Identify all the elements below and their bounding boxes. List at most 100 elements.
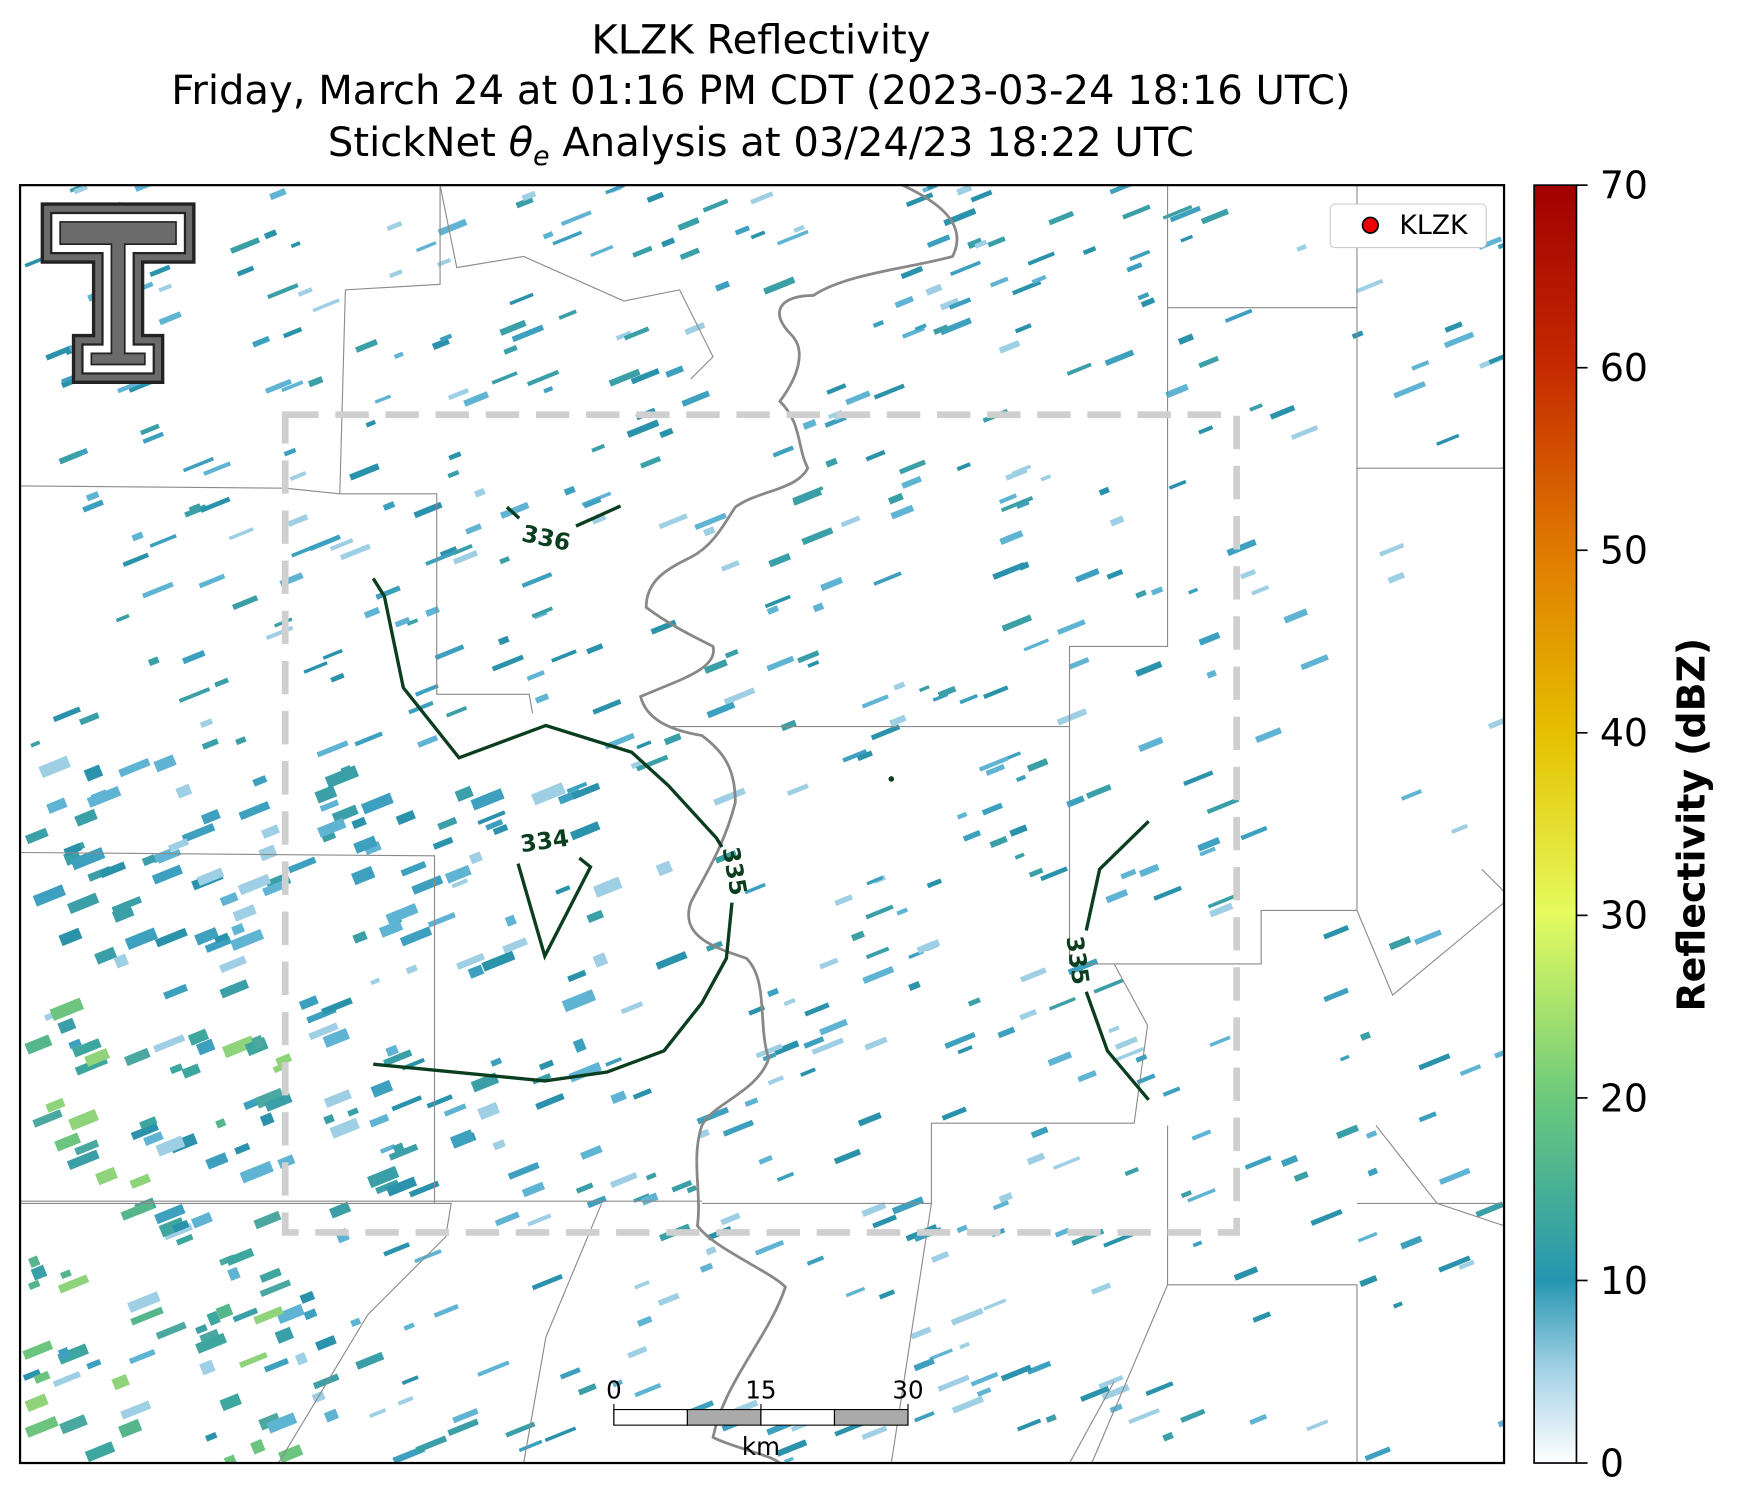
echo bbox=[452, 1408, 479, 1424]
title-part: Analysis at 03/24/23 18:22 UTC bbox=[550, 120, 1194, 166]
echo bbox=[1206, 669, 1217, 679]
echo bbox=[509, 292, 534, 306]
echo bbox=[784, 1456, 794, 1464]
echo bbox=[1392, 1301, 1403, 1309]
echo bbox=[329, 1201, 352, 1219]
echo bbox=[1014, 852, 1025, 860]
echo bbox=[54, 1132, 82, 1152]
echo bbox=[1085, 784, 1112, 799]
echo bbox=[577, 1383, 597, 1396]
echo bbox=[276, 1303, 305, 1325]
echo bbox=[797, 650, 820, 664]
echo bbox=[143, 1131, 164, 1146]
echo bbox=[219, 955, 247, 973]
legend: KLZK bbox=[1329, 203, 1487, 249]
echo bbox=[983, 1298, 1007, 1311]
echo bbox=[491, 654, 524, 672]
echo bbox=[391, 1095, 423, 1112]
echo bbox=[1028, 867, 1044, 878]
echo bbox=[970, 189, 993, 203]
echo bbox=[633, 1193, 650, 1203]
echo bbox=[375, 1179, 400, 1195]
echo bbox=[465, 523, 482, 535]
echo bbox=[22, 1340, 54, 1360]
echo bbox=[1140, 297, 1156, 308]
echo bbox=[1027, 251, 1056, 266]
echo bbox=[1438, 1167, 1471, 1185]
echo bbox=[750, 191, 774, 205]
echo bbox=[169, 1063, 184, 1075]
echo bbox=[204, 1431, 218, 1442]
echo bbox=[544, 1426, 577, 1443]
echo bbox=[552, 230, 583, 246]
echo bbox=[388, 269, 403, 279]
echo bbox=[269, 188, 287, 201]
echo bbox=[944, 1032, 976, 1049]
echo bbox=[477, 810, 506, 825]
echo bbox=[261, 824, 281, 839]
echo bbox=[128, 1348, 156, 1365]
echo bbox=[632, 1088, 652, 1100]
scale-bar: 0 15 30 km bbox=[606, 1375, 924, 1461]
echo bbox=[941, 1106, 967, 1121]
echo bbox=[84, 1441, 116, 1463]
echo bbox=[194, 927, 220, 946]
echo bbox=[861, 1202, 887, 1217]
echo bbox=[204, 936, 232, 953]
echo bbox=[1165, 383, 1189, 399]
echo bbox=[526, 670, 545, 682]
echo bbox=[763, 276, 796, 295]
echo bbox=[951, 1395, 984, 1414]
echo bbox=[1188, 587, 1199, 595]
echo bbox=[351, 816, 367, 830]
echo bbox=[52, 1371, 81, 1388]
echo bbox=[527, 1213, 552, 1227]
echo bbox=[1129, 249, 1151, 262]
echo bbox=[158, 283, 173, 293]
echo bbox=[803, 1036, 825, 1049]
echo bbox=[294, 1352, 308, 1366]
echo bbox=[1045, 1414, 1057, 1423]
echo bbox=[1240, 825, 1268, 841]
echo bbox=[1364, 1446, 1391, 1462]
echo bbox=[640, 455, 662, 469]
echo bbox=[60, 1269, 72, 1280]
echo bbox=[806, 1255, 825, 1266]
echo bbox=[1126, 262, 1143, 273]
echo bbox=[634, 1382, 662, 1398]
echo bbox=[531, 782, 566, 806]
echo bbox=[1128, 1408, 1160, 1425]
echo bbox=[45, 1097, 66, 1113]
echo bbox=[842, 749, 868, 763]
echo bbox=[403, 1322, 415, 1331]
echo bbox=[569, 821, 601, 841]
echo bbox=[195, 1332, 227, 1354]
echo bbox=[360, 792, 394, 815]
echo bbox=[199, 496, 231, 513]
echo bbox=[1026, 758, 1049, 772]
echo bbox=[1162, 1086, 1181, 1097]
echo bbox=[1105, 889, 1129, 904]
echo bbox=[1400, 789, 1423, 801]
echo bbox=[94, 946, 118, 965]
echo bbox=[1109, 515, 1125, 527]
echo bbox=[66, 1149, 100, 1170]
echo bbox=[232, 1307, 259, 1323]
echo bbox=[163, 983, 189, 1000]
echo bbox=[307, 376, 324, 388]
echo bbox=[970, 1371, 999, 1387]
echo bbox=[1066, 362, 1092, 376]
echo bbox=[30, 740, 41, 748]
echo bbox=[767, 987, 780, 998]
echo bbox=[658, 513, 688, 530]
echo bbox=[439, 546, 458, 557]
echo bbox=[605, 185, 626, 195]
echo bbox=[312, 298, 340, 313]
echo bbox=[379, 1144, 396, 1154]
echo bbox=[566, 781, 588, 794]
echo bbox=[560, 210, 592, 227]
echo bbox=[1290, 425, 1319, 440]
echo bbox=[507, 1161, 540, 1180]
echo bbox=[950, 1307, 984, 1326]
